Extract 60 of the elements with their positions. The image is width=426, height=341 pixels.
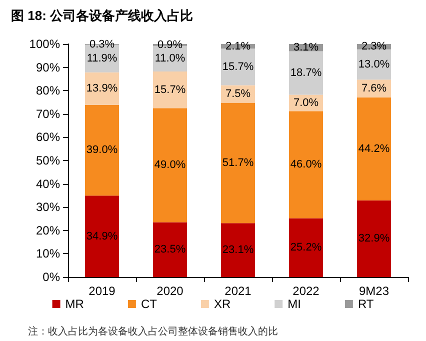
data-label: 25.2% xyxy=(290,242,322,254)
bar xyxy=(85,104,119,196)
y-tick-label: 0% xyxy=(42,270,60,284)
legend-label: XR xyxy=(214,297,231,311)
bar xyxy=(221,102,255,224)
data-label: 11.9% xyxy=(86,52,118,65)
y-tick-label: 70% xyxy=(36,106,60,121)
x-tick-label: 2019 xyxy=(88,284,116,298)
bar xyxy=(289,111,323,218)
data-label: 0.9% xyxy=(157,38,183,51)
x-tick-label: 2020 xyxy=(156,284,184,298)
text: 注：收入占比为各设备收入占公司整体设备销售收入的比 xyxy=(28,326,278,338)
y-tick-label: 40% xyxy=(36,176,60,191)
data-label: 44.2% xyxy=(358,142,390,155)
data-label: 49.0% xyxy=(154,159,186,172)
legend-label: RT xyxy=(358,297,374,311)
bar xyxy=(357,97,391,200)
data-label: 7.6% xyxy=(361,82,387,95)
data-label: 13.0% xyxy=(358,58,390,71)
data-label: 23.1% xyxy=(222,244,254,256)
data-label: 3.1% xyxy=(293,42,319,54)
data-label: 7.5% xyxy=(225,88,251,100)
x-tick-label: 2022 xyxy=(292,284,320,298)
data-label: 46.0% xyxy=(290,158,322,171)
data-label: 39.0% xyxy=(86,144,118,156)
bar xyxy=(289,218,323,277)
y-tick-label: 20% xyxy=(36,223,60,238)
bar xyxy=(289,51,323,95)
data-label: 18.7% xyxy=(290,67,322,80)
data-label: 2.1% xyxy=(225,40,251,52)
data-label: 0.3% xyxy=(89,38,115,50)
legend-label: MR xyxy=(65,297,84,311)
legend-label: CT xyxy=(140,297,158,311)
y-tick-label: 100% xyxy=(29,37,60,51)
data-label: 34.9% xyxy=(86,230,118,242)
x-tick-label: 2021 xyxy=(224,284,252,298)
bar xyxy=(153,71,187,108)
y-tick-label: 60% xyxy=(36,130,60,144)
data-label: 32.9% xyxy=(358,232,390,245)
x-tick-label: 9M23 xyxy=(358,284,390,298)
y-tick-label: 80% xyxy=(36,84,60,98)
bar xyxy=(221,223,255,277)
y-tick-label: 50% xyxy=(36,154,60,168)
chart-title: 图 18: 公司各设备产线收入占比 xyxy=(11,8,194,23)
data-label: 13.9% xyxy=(86,82,118,95)
y-tick-label: 30% xyxy=(36,200,60,214)
data-label: 11.0% xyxy=(154,52,186,65)
legend-label: MI xyxy=(288,297,301,311)
data-label: 2.3% xyxy=(361,40,387,53)
bar xyxy=(85,196,119,277)
bar xyxy=(153,222,187,277)
y-tick-label: 90% xyxy=(36,60,60,74)
data-label: 23.5% xyxy=(154,244,186,256)
data-label: 15.7% xyxy=(154,84,186,96)
bar xyxy=(153,108,187,222)
data-label: 7.0% xyxy=(293,96,319,109)
data-label: 15.7% xyxy=(222,60,254,73)
bar xyxy=(357,200,391,277)
y-tick-label: 10% xyxy=(36,246,60,261)
data-label: 51.7% xyxy=(222,156,254,169)
